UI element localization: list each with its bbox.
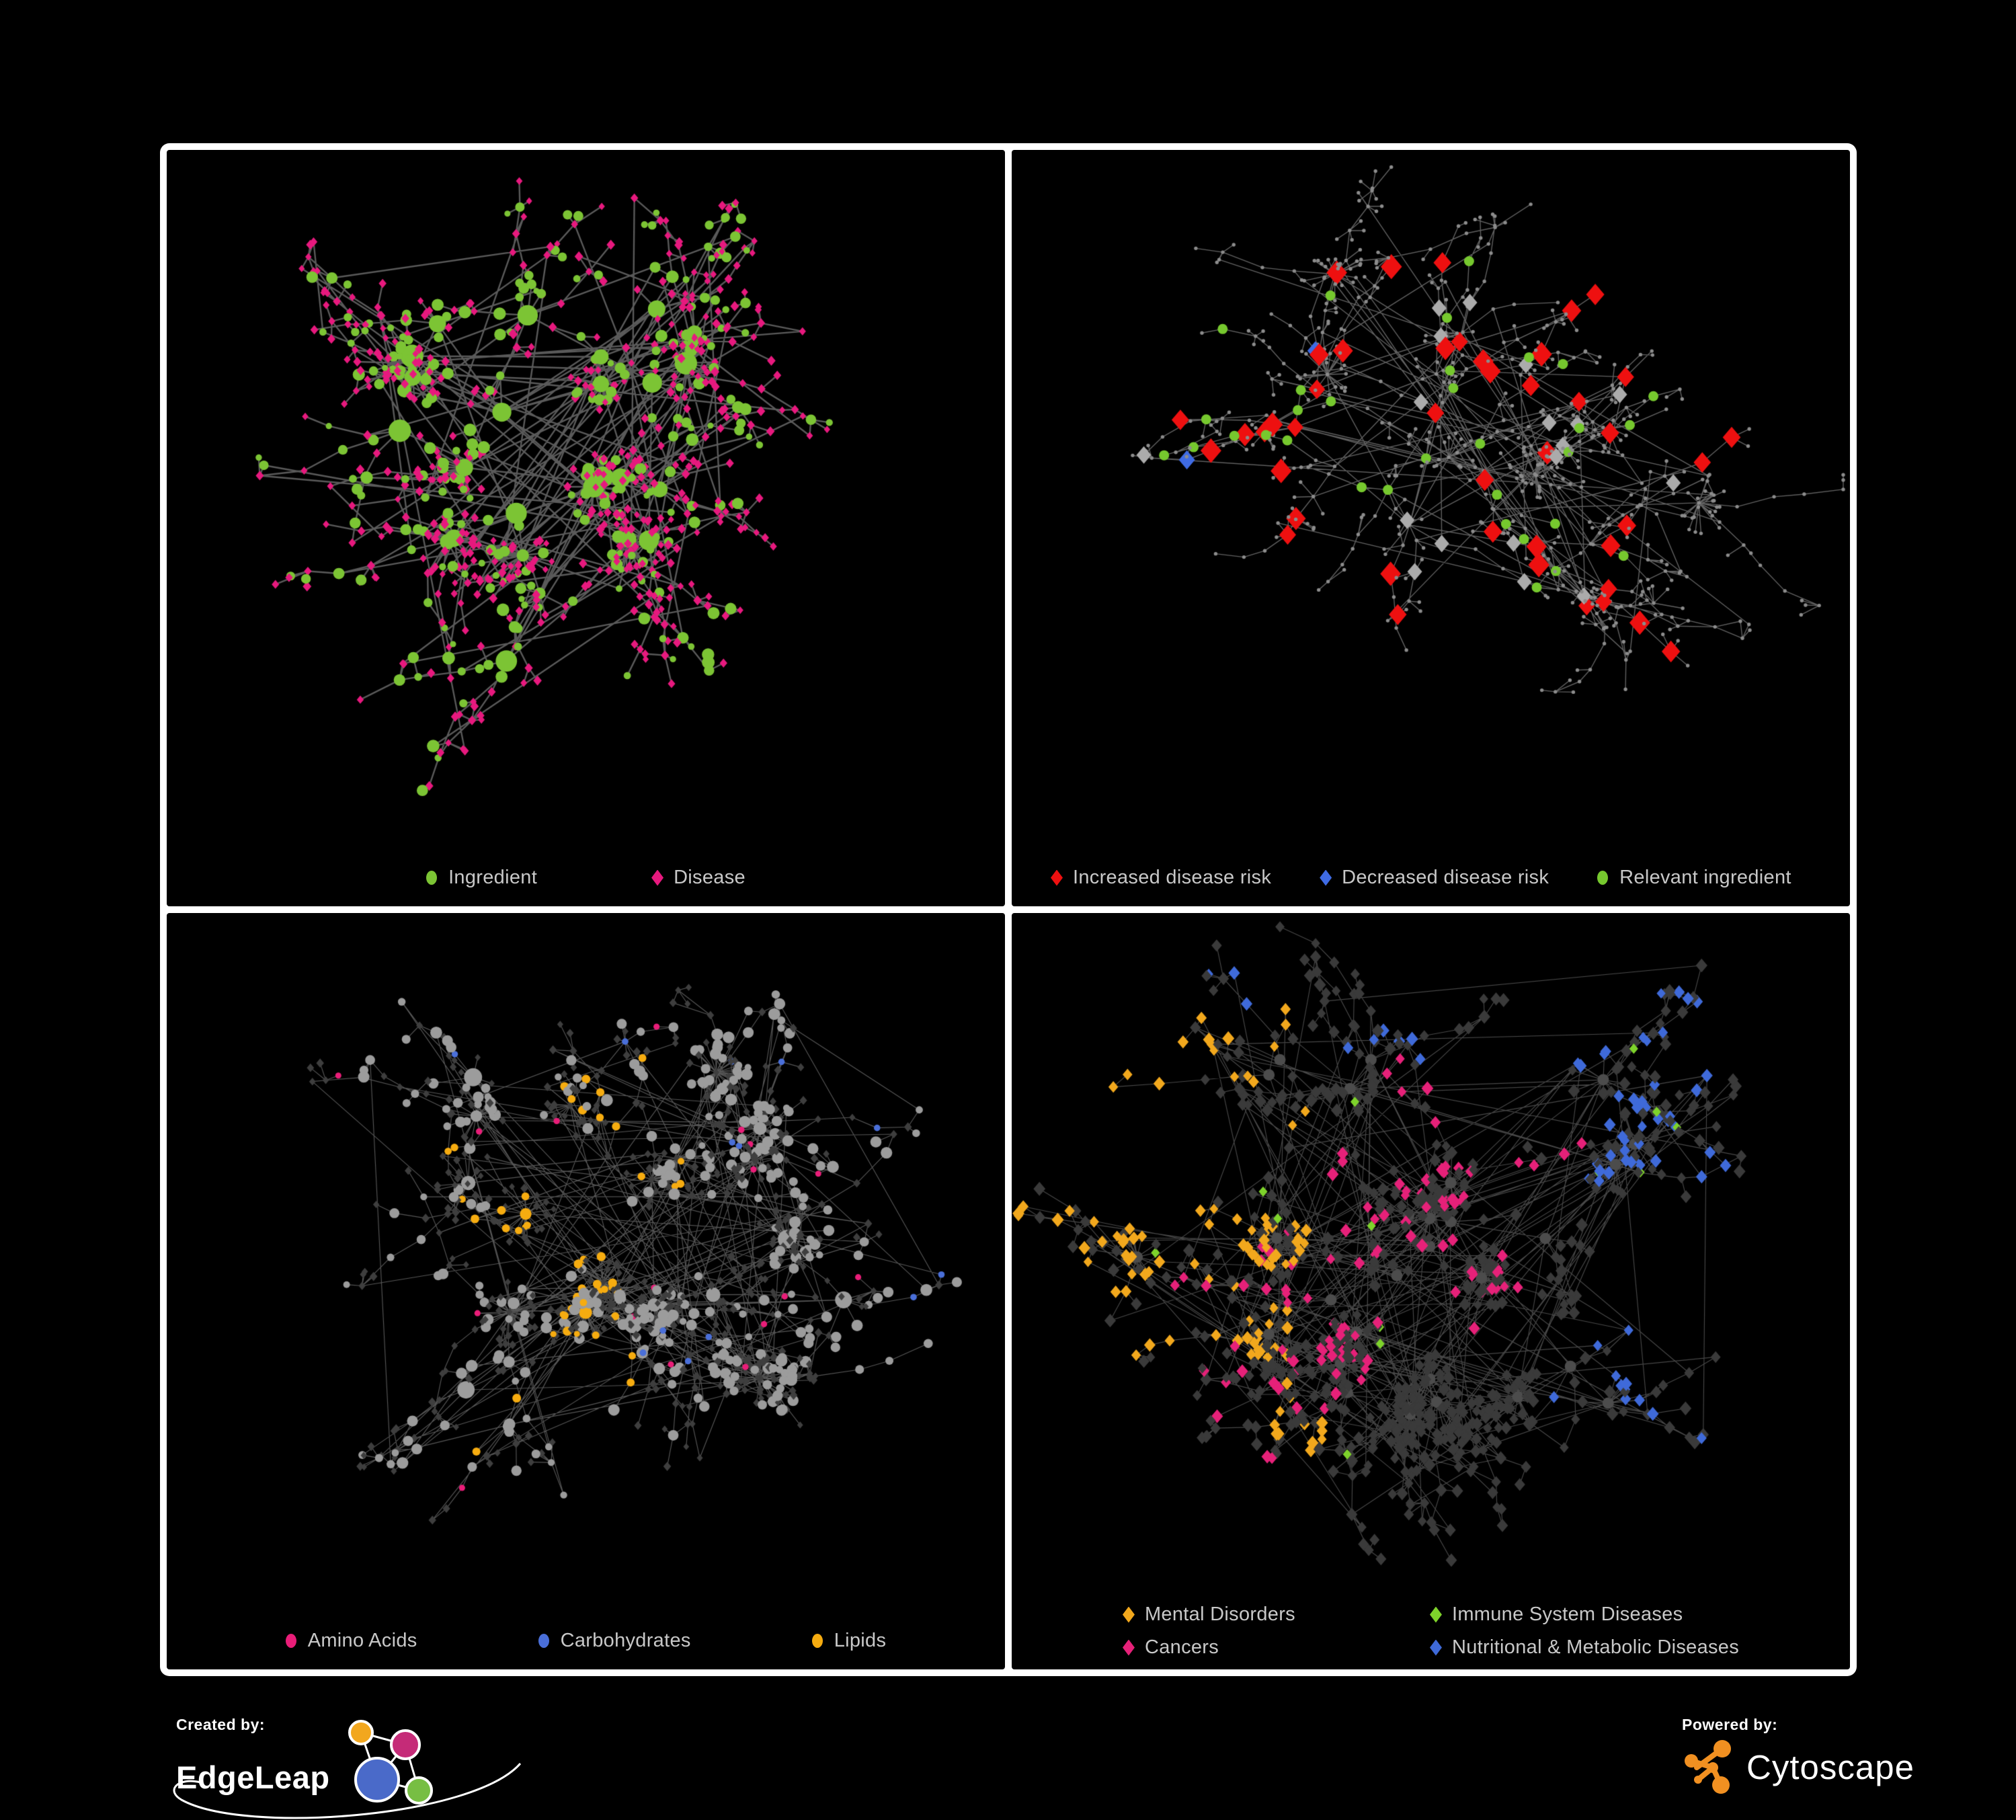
legend-label: Disease	[674, 867, 745, 888]
legend-label: Relevant ingredient	[1619, 867, 1791, 888]
legend-ingredient-categories: Amino Acids Carbohydrates Lipids	[167, 1630, 1005, 1652]
legend-marker-circle-icon	[538, 1634, 549, 1648]
legend-label: Immune System Diseases	[1451, 1604, 1683, 1625]
cytoscape-credit: Powered by: Cytoscape	[1682, 1716, 1914, 1796]
legend-item: Amino Acids	[285, 1630, 417, 1652]
legend-marker-diamond-icon	[1122, 1606, 1135, 1623]
legend-item: Increased disease risk	[1051, 867, 1271, 889]
legend-item: Ingredient	[426, 867, 537, 889]
legend-item: Disease	[651, 867, 745, 889]
legend-marker-diamond-icon	[651, 869, 664, 886]
legend-marker-diamond-icon	[1122, 1639, 1135, 1656]
cytoscape-wordmark: Cytoscape	[1746, 1747, 1914, 1786]
legend-item: Relevant ingredient	[1597, 867, 1791, 889]
legend-marker-diamond-icon	[1051, 869, 1063, 886]
panel-disease-risk: Increased disease risk Decreased disease …	[1012, 150, 1850, 906]
legend-marker-circle-icon	[426, 871, 438, 885]
legend-label: Ingredient	[448, 867, 538, 888]
created-by-label: Created by:	[176, 1716, 266, 1733]
legend-label: Carbohydrates	[560, 1630, 691, 1651]
legend-label: Lipids	[834, 1630, 887, 1651]
edgeleap-wordmark: EdgeLeap	[176, 1759, 330, 1795]
legend-item: Lipids	[811, 1630, 887, 1652]
legend-item: Carbohydrates	[538, 1630, 691, 1652]
legend-marker-circle-icon	[811, 1634, 823, 1648]
edgeleap-credit: Created by: EdgeLeap	[173, 1716, 522, 1819]
legend-item: Decreased disease risk	[1320, 867, 1549, 889]
legend-item: Cancers	[1122, 1636, 1219, 1659]
network-canvas-disease-risk	[1012, 150, 1850, 859]
legend-marker-diamond-icon	[1320, 869, 1332, 886]
legend-label: Decreased disease risk	[1342, 867, 1549, 888]
panel-ingredient-disease: Ingredient Disease	[167, 150, 1005, 906]
legend-label: Amino Acids	[307, 1630, 417, 1651]
legend-disease-categories: Mental Disorders Immune System Diseases Ca…	[1012, 1604, 1850, 1659]
network-canvas-disease-categories	[1012, 913, 1850, 1606]
legend-ingredient-disease: Ingredient Disease	[167, 867, 1005, 889]
network-canvas-ingredient-disease	[167, 150, 1005, 859]
legend-label: Increased disease risk	[1073, 867, 1272, 888]
legend-label: Nutritional & Metabolic Diseases	[1451, 1636, 1740, 1658]
legend-marker-circle-icon	[1597, 871, 1609, 885]
powered-by-label: Powered by:	[1682, 1716, 1778, 1733]
legend-marker-diamond-icon	[1429, 1606, 1442, 1623]
legend-item: Nutritional & Metabolic Diseases	[1429, 1636, 1740, 1659]
panel-grid: Ingredient Disease Increased disease risk…	[160, 143, 1857, 1676]
panel-disease-categories: Mental Disorders Immune System Diseases Ca…	[1012, 913, 1850, 1669]
legend-item: Immune System Diseases	[1429, 1604, 1683, 1626]
legend-marker-circle-icon	[285, 1634, 296, 1648]
legend-label: Mental Disorders	[1144, 1604, 1295, 1625]
network-canvas-ingredient-categories	[167, 913, 1005, 1612]
legend-item: Mental Disorders	[1122, 1604, 1295, 1626]
cytoscape-logo-icon	[1685, 1740, 1731, 1794]
legend-marker-diamond-icon	[1429, 1639, 1442, 1656]
panel-ingredient-categories: Amino Acids Carbohydrates Lipids	[167, 913, 1005, 1669]
edgeleap-logo-icon	[348, 1720, 433, 1805]
legend-disease-risk: Increased disease risk Decreased disease …	[1012, 867, 1850, 889]
legend-label: Cancers	[1144, 1636, 1219, 1658]
